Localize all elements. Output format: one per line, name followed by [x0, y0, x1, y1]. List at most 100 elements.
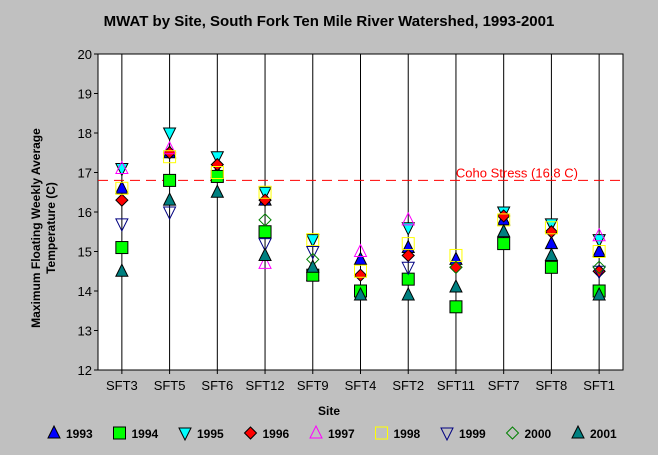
point-1998-sft4 [354, 264, 367, 278]
chart-title: MWAT by Site, South Fork Ten Mile River … [103, 13, 555, 30]
point-2001-sft3 [115, 263, 129, 277]
point-1999-sft2 [401, 261, 416, 276]
point-1997-sft3 [115, 160, 129, 175]
y-tick-label: 12 [78, 363, 92, 378]
legend-marker-1999 [440, 427, 454, 442]
point-2000-sft1 [592, 260, 606, 275]
x-tick-label-sft12: SFT12 [246, 378, 285, 393]
point-1995-sft12 [258, 186, 272, 201]
point-1994-sft5 [163, 173, 177, 187]
series-1999 [115, 206, 606, 280]
series-2001 [115, 184, 606, 301]
point-2000-sft12 [258, 213, 272, 227]
point-1998-sft1 [592, 245, 606, 258]
coho-stress-label: Coho Stress (16.8 C) [456, 165, 578, 180]
x-axis-label: Site [317, 404, 340, 418]
point-1994-sft7 [497, 237, 511, 251]
point-1994-sft6 [210, 169, 224, 183]
gridlines [121, 54, 600, 370]
y-axis-ticks: 12 13 14 15 16 17 18 19 20 [78, 47, 98, 378]
x-tick-label-sft3: SFT3 [106, 378, 138, 393]
x-tick-label-sft4: SFT4 [345, 378, 377, 393]
point-2001-sft6 [210, 184, 225, 198]
legend-marker-1994 [113, 426, 126, 440]
point-1998-sft5 [163, 150, 177, 164]
point-1994-sft3 [115, 241, 129, 255]
point-2001-sft2 [401, 286, 416, 301]
x-tick-label-sft11: SFT11 [437, 378, 475, 393]
y-tick-label: 19 [78, 87, 92, 102]
y-tick-label: 17 [78, 166, 92, 181]
legend: 1993 1994 1995 1996 1997 1998 1999 2000 2001 [47, 424, 617, 442]
point-1994-sft12 [258, 225, 272, 239]
x-tick-label-sft2: SFT2 [392, 378, 424, 393]
x-tick-label-sft8: SFT8 [536, 378, 568, 393]
reference-line-group: Coho Stress (16.8 C) [98, 165, 623, 181]
point-1999-sft5 [162, 206, 177, 221]
x-axis-ticks: SFT3 SFT5 SFT6 SFT12 SFT9 SFT4 SFT2 SFT11 SFT7 SF… [106, 370, 615, 393]
series-1998 [115, 150, 606, 278]
series-1997 [115, 140, 606, 269]
legend-marker-1993 [47, 424, 61, 439]
legend-marker-1996 [243, 426, 258, 440]
data-points [115, 127, 606, 314]
point-1997-sft12 [258, 255, 272, 269]
point-1998-sft12 [258, 185, 272, 199]
point-1996-sft3 [115, 193, 129, 207]
legend-marker-1998 [375, 426, 388, 440]
x-tick-label-sft1: SFT1 [583, 378, 615, 393]
point-2001-sft12 [258, 247, 272, 261]
legend-marker-1997 [309, 424, 323, 439]
legend-label-1997: 1997 [328, 427, 355, 441]
point-2001-sft5 [162, 192, 177, 206]
point-1996-sft2 [401, 248, 415, 263]
y-tick-label: 16 [78, 205, 92, 220]
x-tick-label-sft9: SFT9 [297, 378, 329, 393]
point-1998-sft2 [401, 237, 415, 251]
point-1994-sft8 [544, 260, 558, 274]
legend-label-1998: 1998 [394, 427, 421, 441]
legend-label-2000: 2000 [525, 427, 552, 441]
y-tick-label: 20 [78, 47, 92, 62]
point-1998-sft8 [544, 221, 558, 235]
point-2001-sft1 [592, 286, 606, 301]
point-1999-sft12 [258, 238, 272, 252]
point-1999-sft9 [305, 246, 320, 260]
legend-label-1993: 1993 [66, 427, 93, 441]
point-1999-sft3 [115, 218, 129, 232]
legend-label-1994: 1994 [132, 427, 159, 441]
point-2001-sft4 [353, 286, 368, 301]
point-1995-sft6 [210, 151, 225, 165]
point-1995-sft2 [401, 222, 416, 236]
point-1998-sft3 [115, 181, 129, 195]
x-tick-label-sft6: SFT6 [201, 378, 233, 393]
legend-label-1995: 1995 [197, 427, 224, 441]
point-1994-sft11 [449, 300, 463, 314]
point-1999-sft1 [592, 265, 606, 280]
point-2001-sft8 [544, 247, 559, 261]
point-1997-sft4 [353, 243, 368, 257]
point-2001-sft7 [496, 223, 511, 238]
point-1993-sft3 [115, 180, 129, 194]
y-tick-label: 15 [78, 245, 92, 260]
legend-label-1999: 1999 [459, 427, 486, 441]
point-1994-sft2 [401, 272, 415, 286]
legend-marker-2001 [571, 424, 585, 439]
point-1996-sft6 [210, 157, 225, 172]
legend-marker-2000 [505, 426, 520, 440]
x-tick-label-sft5: SFT5 [154, 378, 186, 393]
y-tick-label: 14 [78, 284, 92, 299]
point-2000-sft11 [449, 260, 463, 275]
point-1997-sft2 [401, 211, 416, 226]
x-tick-label-sft7: SFT7 [488, 378, 520, 393]
legend-label-2001: 2001 [590, 427, 617, 441]
point-1998-sft9 [306, 233, 320, 247]
point-2001-sft9 [305, 259, 320, 273]
point-1996-sft4 [353, 268, 368, 282]
point-1998-sft6 [210, 166, 224, 179]
legend-label-1996: 1996 [263, 427, 290, 441]
point-1995-sft5 [162, 127, 177, 142]
point-1997-sft5 [162, 140, 177, 155]
point-1996-sft8 [544, 225, 559, 239]
